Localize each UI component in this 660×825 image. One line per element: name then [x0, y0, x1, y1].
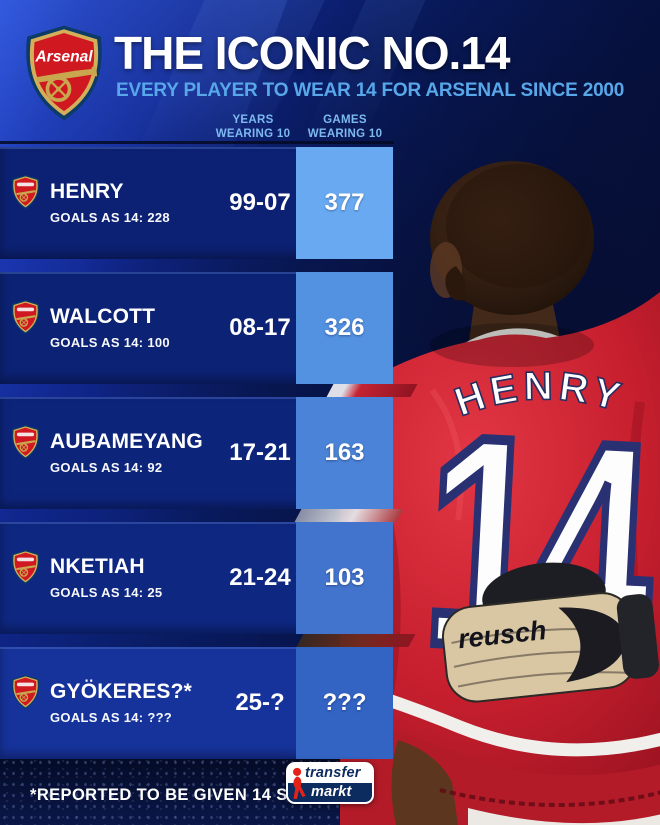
goals-as-14-label: GOALS AS 14: 100 — [50, 335, 170, 350]
transfermarkt-logo-bottom: markt — [288, 783, 372, 802]
years-value: 17-21 — [229, 439, 291, 466]
transfermarkt-logo-top: transfer — [288, 764, 372, 783]
transfermarkt-logo: transfer markt — [286, 762, 374, 804]
arsenal-crest-icon — [9, 424, 42, 460]
table-row: GYÖKERES?* GOALS AS 14: ??? 25-? ??? — [0, 647, 393, 759]
photo-sliver — [296, 634, 416, 647]
years-value: 08-17 — [229, 314, 291, 341]
goals-as-14-label: GOALS AS 14: ??? — [50, 710, 173, 725]
games-cell: 377 — [296, 147, 393, 259]
years-value: 21-24 — [229, 564, 291, 591]
photo-sliver — [294, 509, 404, 522]
henry-back-illustration: HENRY 14 reusch — [340, 161, 660, 825]
table-row: WALCOTT GOALS AS 14: 100 08-17 326 — [0, 272, 393, 384]
table-row: AUBAMEYANG GOALS AS 14: 92 17-21 163 — [0, 397, 393, 509]
footnote: *REPORTED TO BE GIVEN 14 SHIRT — [30, 786, 328, 804]
arsenal-crest-icon — [9, 299, 42, 335]
player-name: WALCOTT — [50, 305, 156, 328]
player-name: AUBAMEYANG — [50, 430, 203, 453]
years-value: 25-? — [235, 689, 285, 716]
transfermarkt-player-icon — [293, 767, 306, 799]
player-name: NKETIAH — [50, 555, 145, 578]
arsenal-crest-icon — [9, 549, 42, 585]
page-title: THE ICONIC NO.14 — [114, 27, 511, 79]
goals-as-14-label: GOALS AS 14: 25 — [50, 585, 163, 600]
table-row: HENRY GOALS AS 14: 228 99-07 377 — [0, 147, 393, 259]
goalkeeper-glove: reusch — [441, 562, 659, 703]
photo-sliver — [326, 384, 418, 397]
page-subtitle: EVERY PLAYER TO WEAR 14 FOR ARSENAL SINC… — [116, 80, 625, 101]
arsenal-crest-logo: Arsenal — [26, 25, 102, 121]
column-header-years: YEARS WEARING 10 — [215, 114, 291, 140]
henry-photo: HENRY 14 reusch — [340, 140, 660, 825]
column-header-games: GAMES WEARING 10 — [307, 114, 383, 140]
games-cell: 326 — [296, 272, 393, 384]
goals-as-14-label: GOALS AS 14: 92 — [50, 460, 163, 475]
player-name: HENRY — [50, 180, 124, 203]
games-cell: 103 — [296, 522, 393, 634]
arsenal-crest-icon — [9, 674, 42, 710]
games-cell: ??? — [296, 647, 393, 759]
table-top-divider — [0, 141, 394, 144]
crest-club-name: Arsenal — [34, 49, 93, 66]
player-name: GYÖKERES?* — [50, 680, 193, 703]
table-row: NKETIAH GOALS AS 14: 25 21-24 103 — [0, 522, 393, 634]
arsenal-crest-icon — [9, 174, 42, 210]
years-value: 99-07 — [229, 189, 291, 216]
goals-as-14-label: GOALS AS 14: 228 — [50, 210, 170, 225]
games-cell: 163 — [296, 397, 393, 509]
